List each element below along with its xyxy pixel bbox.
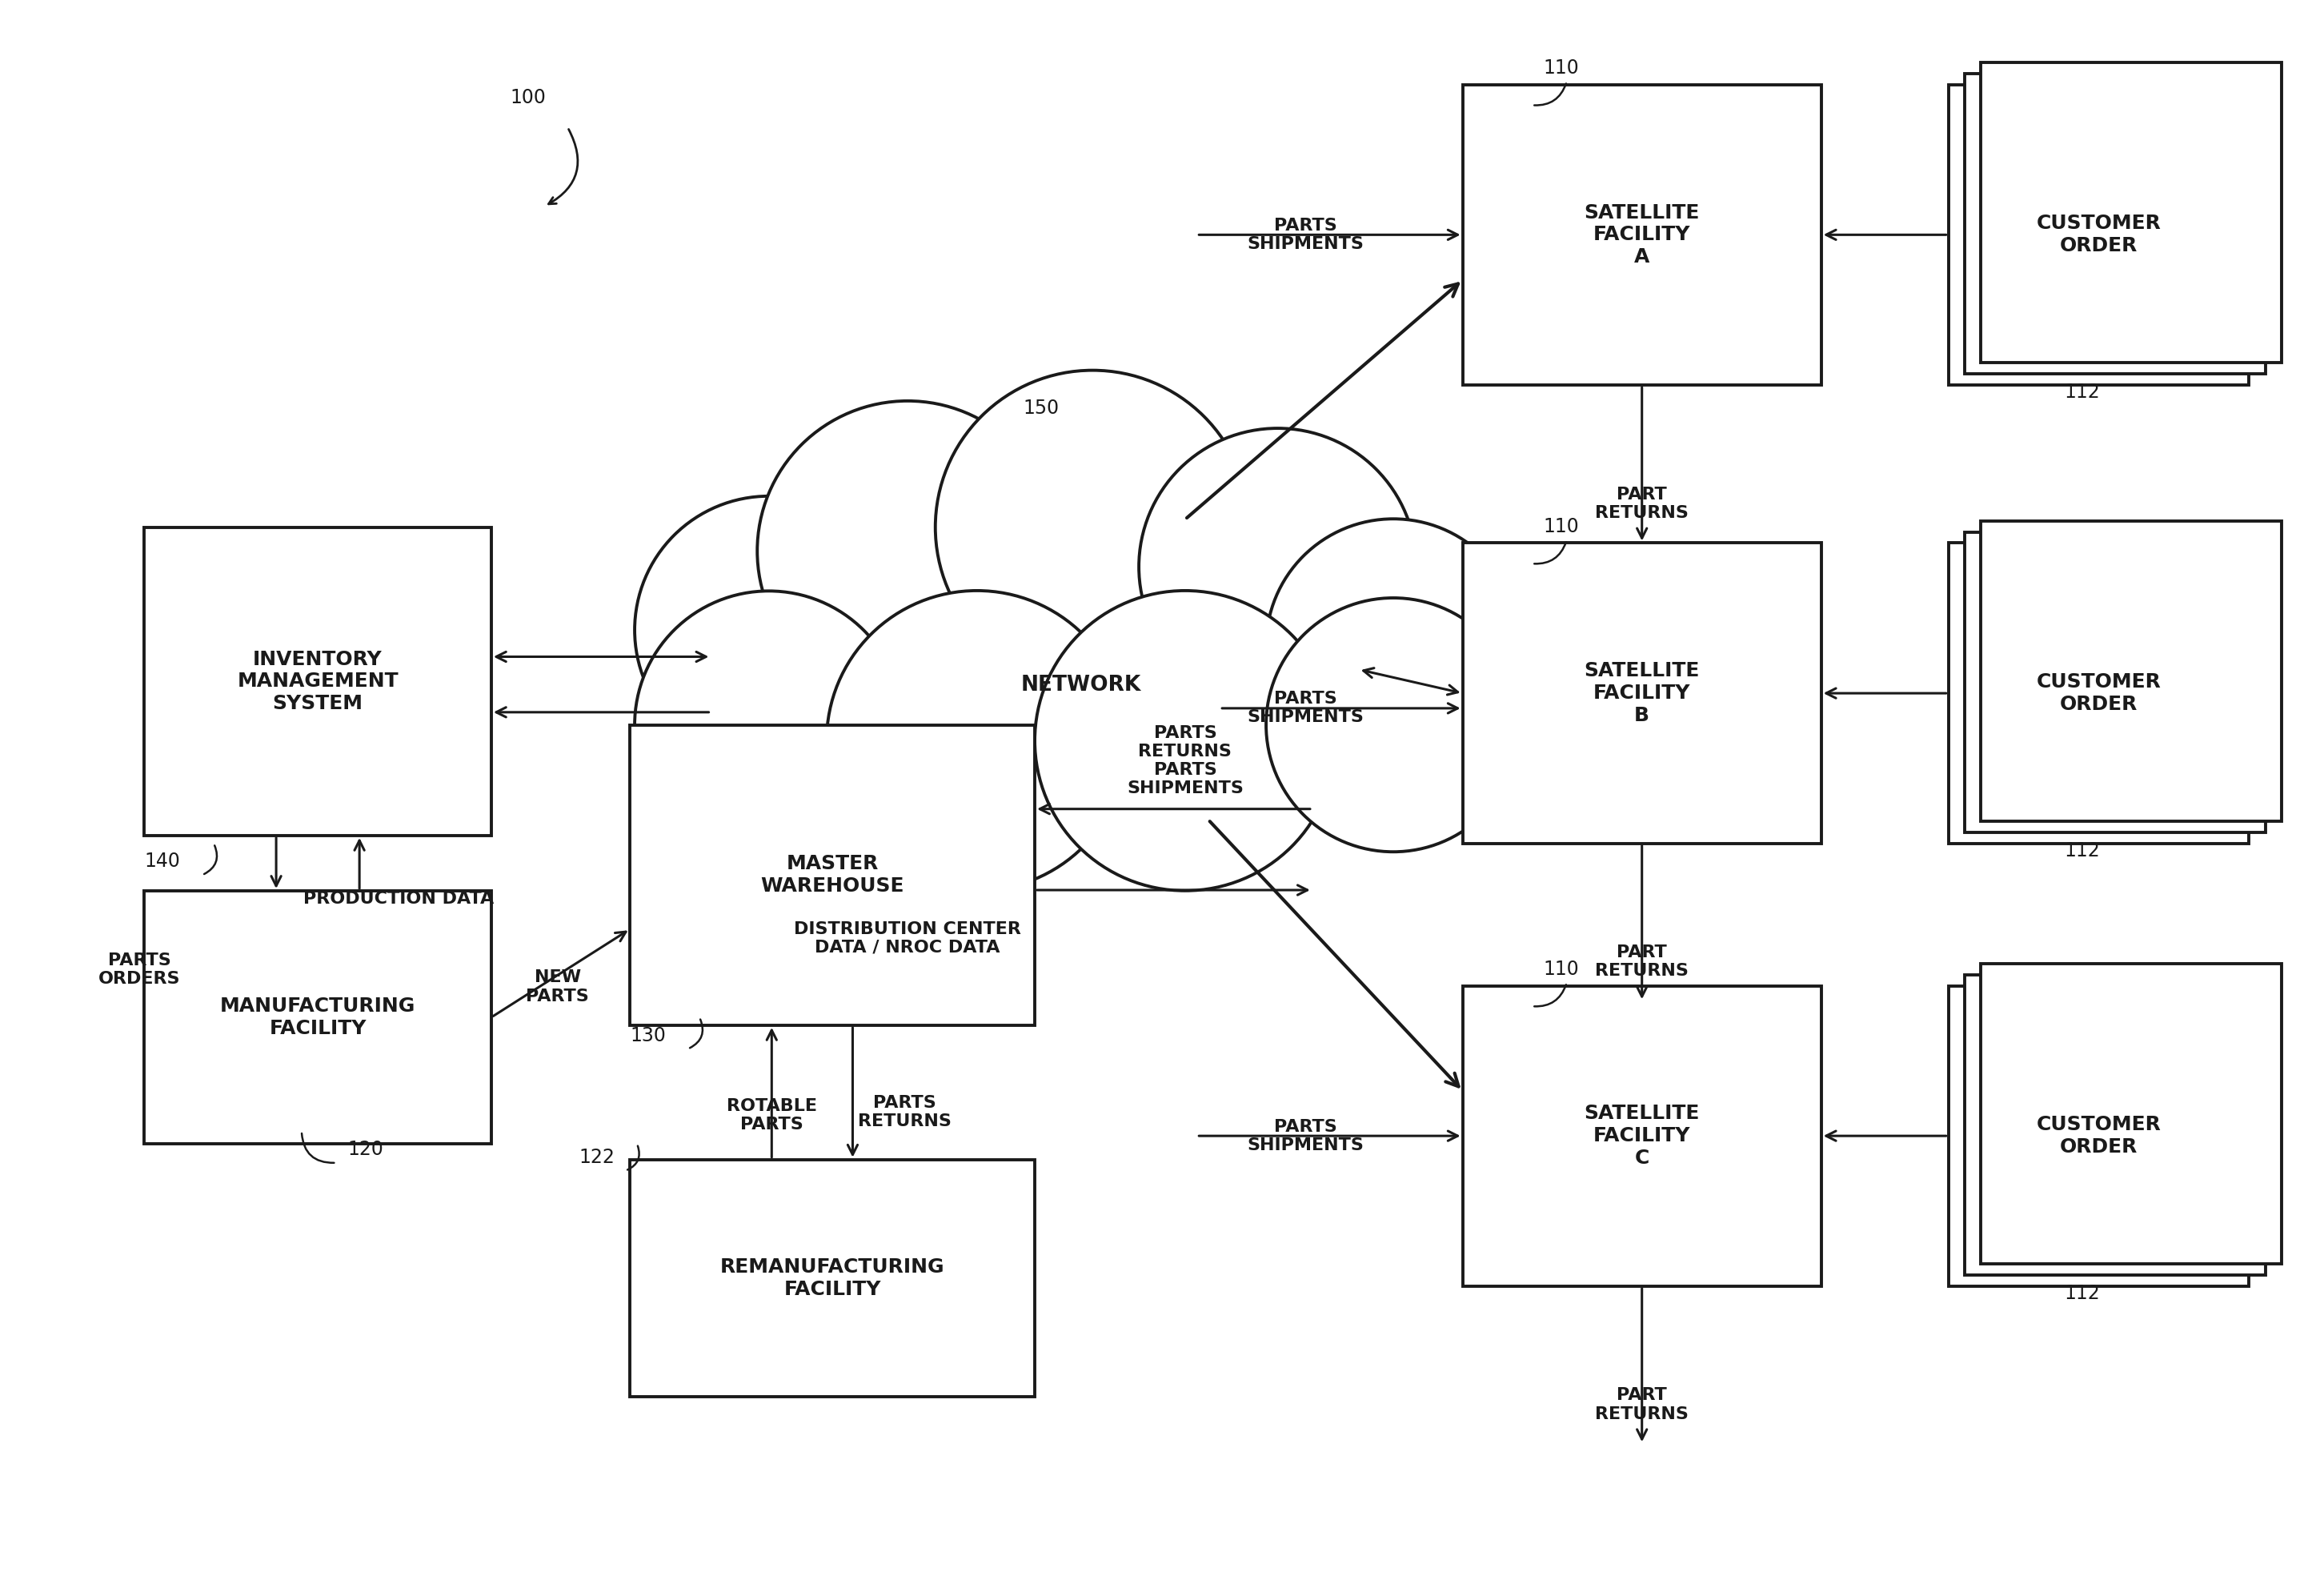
Bar: [1948, 84, 2250, 385]
Text: 110: 110: [1543, 59, 1580, 78]
Ellipse shape: [758, 401, 1057, 700]
Bar: [144, 527, 490, 836]
Text: 122: 122: [579, 1148, 616, 1167]
Bar: [144, 892, 490, 1143]
Text: INVENTORY
MANAGEMENT
SYSTEM: INVENTORY MANAGEMENT SYSTEM: [237, 650, 397, 713]
FancyBboxPatch shape: [618, 535, 1508, 836]
Text: DISTRIBUTION CENTER
DATA / NROC DATA: DISTRIBUTION CENTER DATA / NROC DATA: [795, 922, 1020, 955]
Ellipse shape: [1267, 599, 1520, 852]
Text: MASTER
WAREHOUSE: MASTER WAREHOUSE: [760, 855, 904, 896]
Text: NEW
PARTS: NEW PARTS: [525, 970, 588, 1005]
Bar: [1948, 543, 2250, 844]
Ellipse shape: [634, 591, 904, 858]
Ellipse shape: [1267, 519, 1520, 772]
Text: PARTS
RETURNS
PARTS
SHIPMENTS: PARTS RETURNS PARTS SHIPMENTS: [1127, 724, 1243, 796]
Text: SATELLITE
FACILITY
C: SATELLITE FACILITY C: [1585, 1103, 1699, 1169]
Text: PART
RETURNS: PART RETURNS: [1594, 1387, 1690, 1422]
Text: SATELLITE
FACILITY
A: SATELLITE FACILITY A: [1585, 202, 1699, 266]
Text: PARTS
SHIPMENTS: PARTS SHIPMENTS: [1248, 218, 1364, 252]
Bar: [1964, 73, 2266, 374]
Bar: [1980, 521, 2282, 821]
Text: PARTS
SHIPMENTS: PARTS SHIPMENTS: [1248, 1119, 1364, 1153]
Bar: [630, 724, 1034, 1025]
Text: 130: 130: [630, 1025, 667, 1044]
Text: 150: 150: [1023, 398, 1060, 417]
Text: 110: 110: [1543, 517, 1580, 537]
Text: 112: 112: [2064, 382, 2101, 401]
Text: 112: 112: [2064, 841, 2101, 860]
Bar: [1462, 985, 1822, 1286]
Bar: [1964, 974, 2266, 1275]
Bar: [1980, 62, 2282, 363]
Text: 140: 140: [144, 852, 181, 871]
Text: 110: 110: [1543, 960, 1580, 979]
Text: 100: 100: [509, 89, 546, 108]
Text: PART
RETURNS: PART RETURNS: [1594, 486, 1690, 521]
Text: PART
RETURNS: PART RETURNS: [1594, 944, 1690, 979]
Bar: [1462, 543, 1822, 844]
Text: PARTS
RETURNS: PARTS RETURNS: [858, 1095, 951, 1129]
Text: CUSTOMER
ORDER: CUSTOMER ORDER: [2036, 672, 2161, 713]
Bar: [1948, 985, 2250, 1286]
Ellipse shape: [1139, 428, 1415, 705]
Text: NETWORK: NETWORK: [1020, 675, 1141, 696]
Text: MANUFACTURING
FACILITY: MANUFACTURING FACILITY: [221, 997, 416, 1038]
Text: REMANUFACTURING
FACILITY: REMANUFACTURING FACILITY: [720, 1258, 944, 1299]
Ellipse shape: [634, 497, 904, 764]
Ellipse shape: [827, 591, 1127, 890]
Text: PARTS
ORDERS: PARTS ORDERS: [98, 952, 181, 987]
Text: ROTABLE
PARTS: ROTABLE PARTS: [727, 1098, 818, 1132]
Bar: [1980, 963, 2282, 1264]
Text: 120: 120: [349, 1140, 383, 1159]
Bar: [1964, 532, 2266, 833]
Text: 112: 112: [2064, 1283, 2101, 1302]
Text: CUSTOMER
ORDER: CUSTOMER ORDER: [2036, 1114, 2161, 1157]
Text: PRODUCTION DATA: PRODUCTION DATA: [304, 892, 495, 907]
Ellipse shape: [1034, 591, 1336, 890]
Bar: [630, 1159, 1034, 1396]
Text: PARTS
SHIPMENTS: PARTS SHIPMENTS: [1248, 691, 1364, 726]
Bar: [1462, 84, 1822, 385]
Ellipse shape: [934, 371, 1250, 685]
Text: CUSTOMER
ORDER: CUSTOMER ORDER: [2036, 213, 2161, 256]
Text: SATELLITE
FACILITY
B: SATELLITE FACILITY B: [1585, 661, 1699, 724]
